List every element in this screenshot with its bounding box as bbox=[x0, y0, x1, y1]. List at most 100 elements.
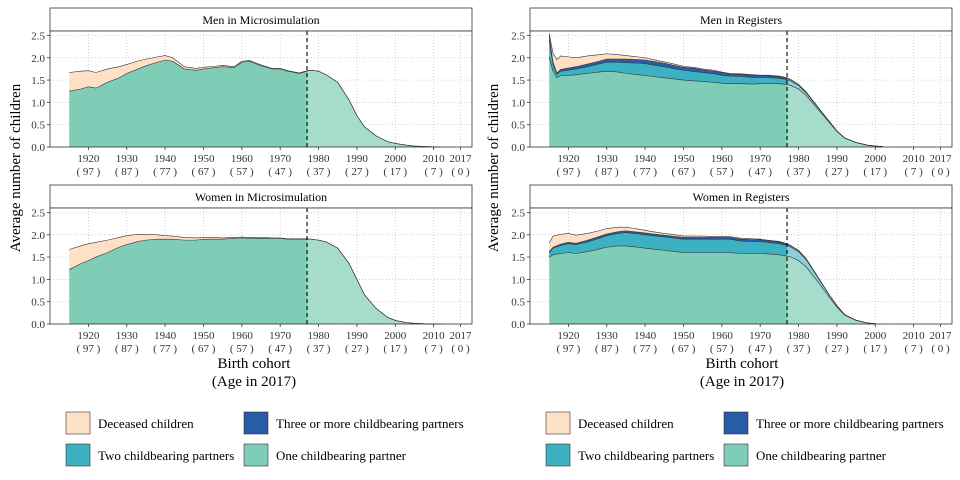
x-tick-age-label: ( 77 ) bbox=[153, 166, 177, 178]
x-tick-age-label: ( 37 ) bbox=[307, 343, 331, 355]
x-tick-label: 2000 bbox=[864, 330, 887, 342]
x-tick-age-label: ( 0 ) bbox=[451, 343, 470, 355]
x-tick-label: 2017 bbox=[449, 330, 472, 342]
y-tick-label: 0.0 bbox=[511, 142, 525, 154]
y-tick-label: 1.5 bbox=[31, 252, 45, 264]
area-outline bbox=[69, 55, 442, 148]
x-tick-age-label: ( 17 ) bbox=[383, 343, 407, 355]
x-tick-label: 1990 bbox=[826, 153, 849, 165]
y-tick-label: 1.0 bbox=[31, 274, 45, 286]
x-tick-label: 1920 bbox=[557, 330, 580, 342]
x-tick-age-label: ( 27 ) bbox=[825, 343, 849, 355]
legend-key-deceased bbox=[65, 411, 91, 435]
legend-label-three-plus: Three or more childbearing partners bbox=[756, 416, 944, 431]
legend-key-one bbox=[723, 443, 749, 467]
legend-left: Deceased children Three or more childbea… bbox=[65, 411, 464, 467]
x-tick-label: 2010 bbox=[903, 330, 926, 342]
y-tick-label: 0.5 bbox=[31, 120, 45, 132]
y-tick-label: 2.5 bbox=[31, 30, 45, 42]
x-tick-age-label: ( 27 ) bbox=[345, 343, 369, 355]
x-tick-age-label: ( 47 ) bbox=[748, 343, 772, 355]
panel-title: Men in Registers bbox=[700, 13, 782, 27]
x-tick-age-label: ( 0 ) bbox=[931, 166, 950, 178]
y-tick-label: 0.0 bbox=[31, 142, 45, 154]
area-outline bbox=[548, 33, 883, 147]
panel-title: Men in Microsimulation bbox=[202, 13, 319, 27]
panel-2: Women in Microsimulation 0.0 0.5 1.0 1.5 2.0 2… bbox=[31, 184, 473, 355]
x-tick-label: 1970 bbox=[749, 330, 772, 342]
x-tick-label: 2017 bbox=[929, 330, 952, 342]
y-axis-label-left: Average number of children bbox=[8, 83, 24, 252]
y-tick-label: 2.0 bbox=[511, 230, 525, 242]
y-tick-label: 1.0 bbox=[511, 97, 525, 109]
y-tick-label: 2.0 bbox=[31, 53, 45, 65]
x-tick-age-label: ( 97 ) bbox=[556, 166, 580, 178]
x-tick-age-label: ( 77 ) bbox=[153, 343, 177, 355]
x-tick-label: 1920 bbox=[77, 330, 100, 342]
x-tick-label: 1950 bbox=[192, 330, 215, 342]
y-tick-label: 0.5 bbox=[511, 120, 525, 132]
x-tick-label: 1950 bbox=[192, 153, 215, 165]
y-tick-label: 1.0 bbox=[31, 97, 45, 109]
y-tick-label: 2.0 bbox=[511, 53, 525, 65]
y-tick-label: 1.5 bbox=[31, 75, 45, 87]
x-tick-age-label: ( 57 ) bbox=[710, 166, 734, 178]
x-tick-age-label: ( 57 ) bbox=[230, 166, 254, 178]
area-two bbox=[549, 39, 788, 85]
x-tick-label: 1980 bbox=[788, 153, 811, 165]
x-tick-label: 1980 bbox=[308, 153, 331, 165]
x-tick-age-label: ( 37 ) bbox=[787, 166, 811, 178]
x-axis-label-right-line2: (Age in 2017) bbox=[700, 374, 784, 390]
x-tick-label: 1940 bbox=[634, 330, 657, 342]
x-tick-label: 1940 bbox=[634, 153, 657, 165]
y-tick-label: 1.0 bbox=[511, 274, 525, 286]
x-tick-age-label: ( 67 ) bbox=[192, 343, 216, 355]
x-tick-age-label: ( 7 ) bbox=[424, 343, 443, 355]
y-tick-label: 0.5 bbox=[31, 297, 45, 309]
x-tick-age-label: ( 67 ) bbox=[672, 343, 696, 355]
x-tick-label: 1930 bbox=[116, 330, 139, 342]
panels: Men in Microsimulation 0.0 0.5 1.0 1.5 2.0 2.5… bbox=[31, 7, 953, 355]
area-one-projected bbox=[787, 84, 883, 147]
x-tick-age-label: ( 87 ) bbox=[115, 343, 139, 355]
x-tick-label: 2010 bbox=[903, 153, 926, 165]
x-tick-label: 1920 bbox=[557, 153, 580, 165]
x-tick-label: 2010 bbox=[423, 153, 446, 165]
area-two-projected bbox=[787, 79, 883, 147]
x-tick-label: 1940 bbox=[154, 330, 177, 342]
area-one-projected bbox=[787, 256, 876, 324]
x-tick-label: 1990 bbox=[346, 153, 369, 165]
area-deceased bbox=[549, 33, 788, 79]
x-tick-age-label: ( 37 ) bbox=[307, 166, 331, 178]
x-tick-age-label: ( 77 ) bbox=[633, 166, 657, 178]
y-tick-label: 2.5 bbox=[511, 207, 525, 219]
legend-label-one: One childbearing partner bbox=[276, 448, 407, 463]
x-tick-label: 1930 bbox=[116, 153, 139, 165]
x-tick-age-label: ( 17 ) bbox=[383, 166, 407, 178]
y-tick-label: 2.5 bbox=[31, 207, 45, 219]
x-tick-label: 1930 bbox=[596, 330, 619, 342]
x-tick-age-label: ( 57 ) bbox=[230, 343, 254, 355]
x-axis-label-left-line2: (Age in 2017) bbox=[212, 374, 296, 390]
area-deceased bbox=[69, 55, 308, 92]
area-outline bbox=[548, 226, 876, 324]
legend-key-three-plus bbox=[243, 411, 269, 435]
panel-title: Women in Microsimulation bbox=[195, 190, 327, 204]
x-tick-age-label: ( 7 ) bbox=[904, 166, 923, 178]
x-tick-age-label: ( 47 ) bbox=[268, 343, 292, 355]
x-tick-label: 1970 bbox=[269, 153, 292, 165]
panel-3: Women in Registers 0.0 0.5 1.0 1.5 2.0 2.5 1920… bbox=[511, 184, 953, 355]
x-tick-label: 2000 bbox=[384, 330, 407, 342]
legend-label-deceased: Deceased children bbox=[98, 416, 194, 431]
x-tick-age-label: ( 7 ) bbox=[904, 343, 923, 355]
area-one bbox=[69, 237, 308, 324]
area-deceased bbox=[69, 234, 308, 270]
legend-label-three-plus: Three or more childbearing partners bbox=[276, 416, 464, 431]
legend-right: Deceased children Three or more childbea… bbox=[545, 411, 944, 467]
area-one bbox=[69, 60, 308, 147]
x-tick-label: 2017 bbox=[929, 153, 952, 165]
x-tick-age-label: ( 97 ) bbox=[76, 343, 100, 355]
x-tick-age-label: ( 97 ) bbox=[556, 343, 580, 355]
x-tick-label: 1980 bbox=[308, 330, 331, 342]
